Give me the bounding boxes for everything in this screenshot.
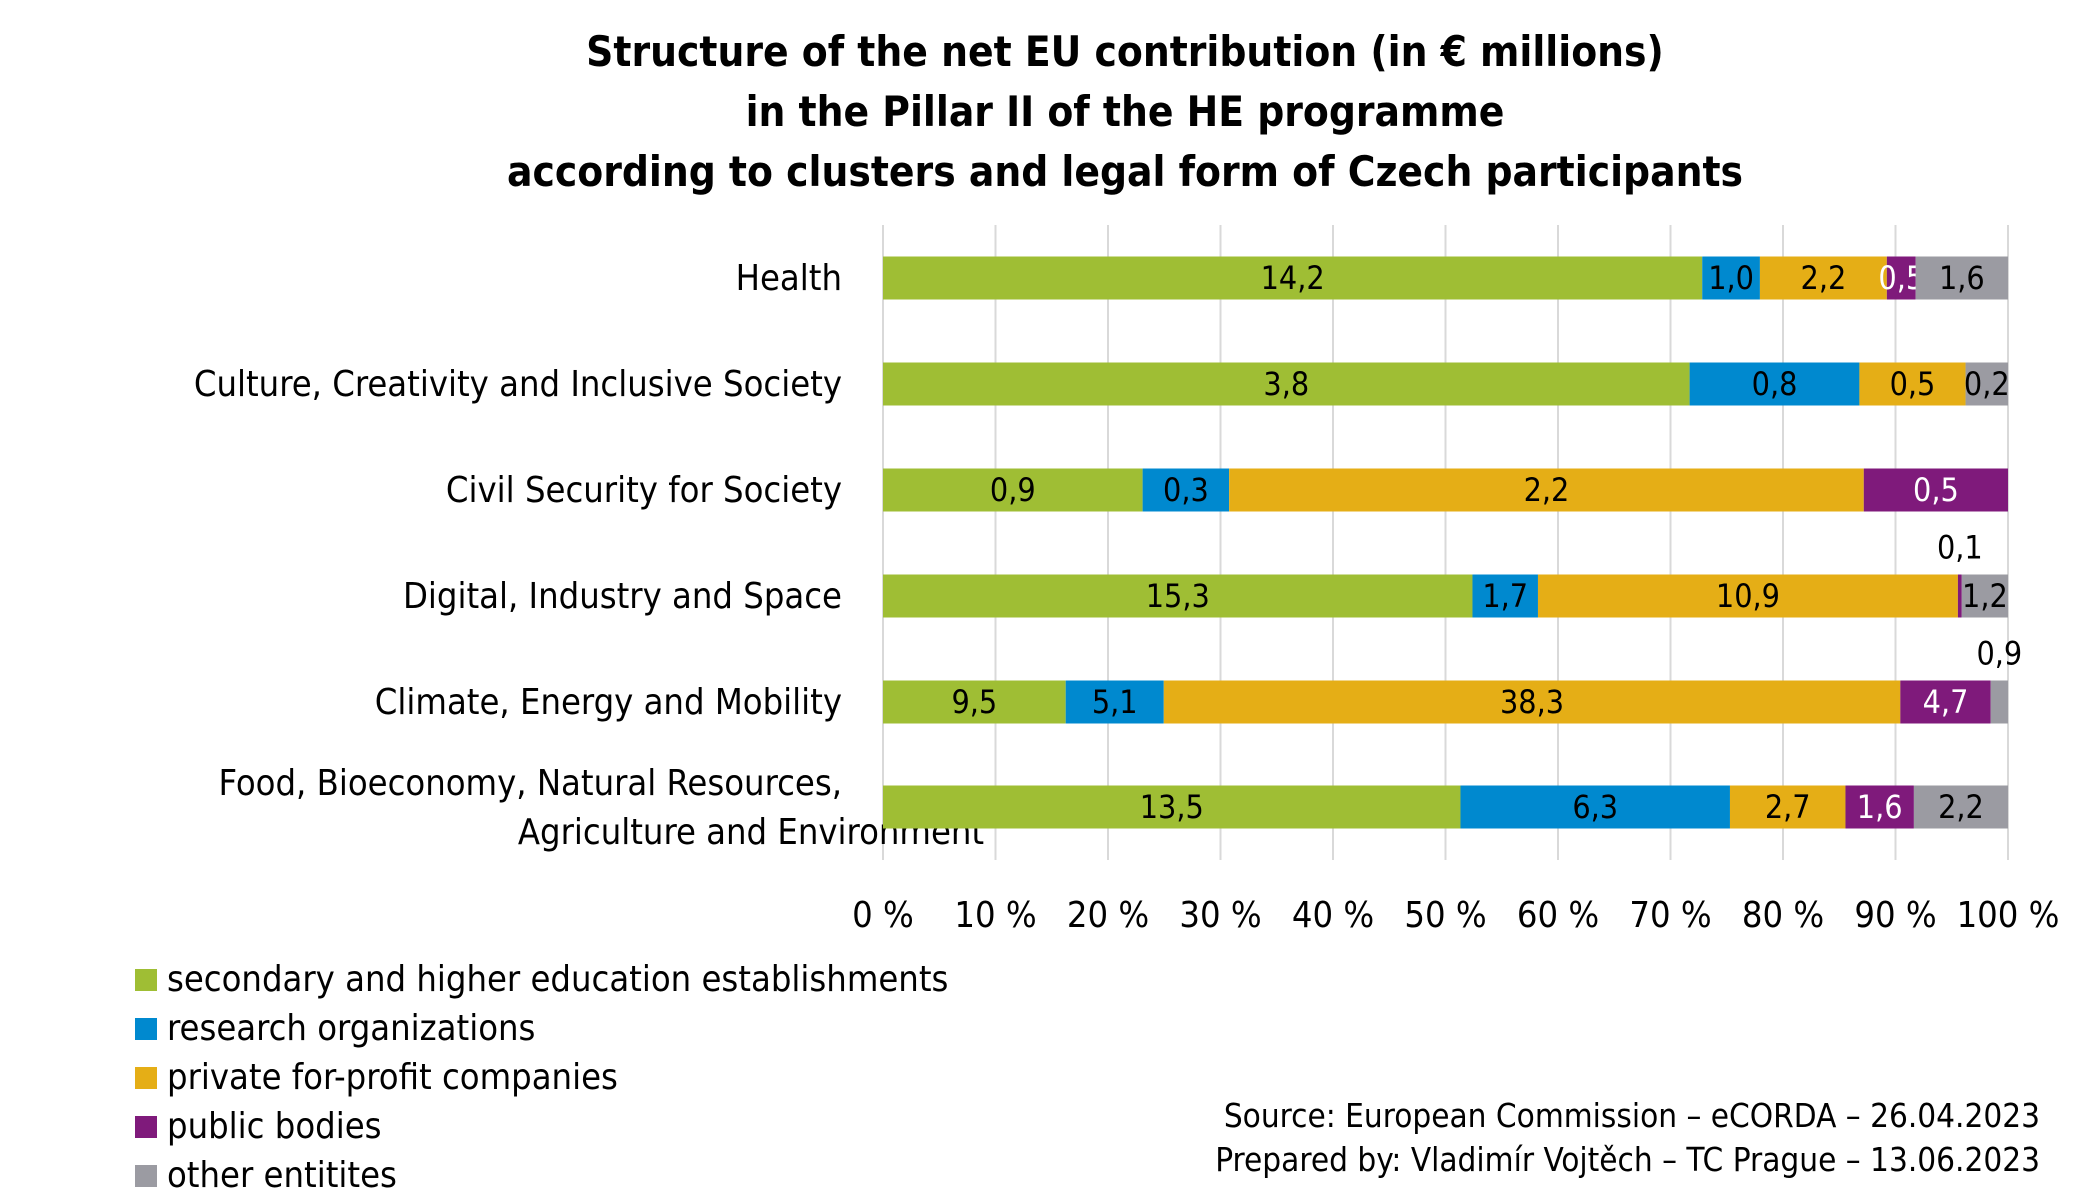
data-label: 4,7 [1923, 683, 1969, 721]
data-label: 0,1 [1937, 529, 1983, 567]
data-label: 0,9 [1976, 635, 2022, 673]
data-label: 9,5 [951, 683, 997, 721]
data-label: 14,2 [1261, 259, 1325, 297]
data-label: 0,9 [990, 471, 1036, 509]
bar-segment [883, 785, 1461, 829]
data-label: 2,7 [1765, 788, 1811, 826]
bar-segment [1729, 785, 1846, 829]
bar-segment [1845, 785, 1914, 829]
legend-item: secondary and higher education establish… [135, 955, 948, 1004]
data-label: 0,5 [1913, 471, 1959, 509]
x-tick-label: 0 % [852, 895, 914, 936]
bar-segment [1065, 680, 1164, 724]
data-label: 0,8 [1752, 365, 1798, 403]
data-label: 0,2 [1964, 365, 2010, 403]
bar-segment [1965, 362, 2008, 406]
bar-segment [1915, 256, 2008, 300]
data-label: 2,2 [1801, 259, 1847, 297]
legend-item: other entitites [135, 1151, 948, 1200]
x-tick-label: 90 % [1854, 895, 1936, 936]
category-label: Climate, Energy and Mobility [375, 682, 842, 723]
data-label: 1,7 [1482, 577, 1528, 615]
legend-swatch [135, 968, 157, 991]
data-label: 38,3 [1500, 683, 1564, 721]
legend-item: research organizations [135, 1004, 948, 1053]
data-label: 10,9 [1716, 577, 1780, 615]
x-tick-label: 20 % [1067, 895, 1149, 936]
data-label: 13,5 [1140, 788, 1204, 826]
legend-label: private for-profit companies [167, 1057, 618, 1098]
bar-segment [883, 468, 1143, 512]
x-tick-label: 40 % [1292, 895, 1374, 936]
bar-segment [1961, 574, 2008, 618]
data-label: 3,8 [1263, 365, 1309, 403]
bar-segment [1759, 256, 1887, 300]
data-label: 5,1 [1092, 683, 1138, 721]
legend-label: public bodies [167, 1106, 382, 1147]
legend-swatch [135, 1066, 157, 1089]
bar-segment [1163, 680, 1901, 724]
data-label: 1,2 [1962, 577, 2008, 615]
chart-title: Structure of the net EU contribution (in… [0, 22, 2084, 202]
x-tick-label: 100 % [1957, 895, 2060, 936]
bar-segment [883, 256, 1703, 300]
bar-segment [1702, 256, 1760, 300]
category-label: Food, Bioeconomy, Natural Resources, [219, 763, 842, 804]
prepared-by-line: Prepared by: Vladimír Vojtěch – TC Pragu… [1215, 1140, 2040, 1179]
bar-segment [1460, 785, 1730, 829]
data-label: 1,6 [1857, 788, 1903, 826]
source-line: Source: European Commission – eCORDA – 2… [1223, 1096, 2040, 1135]
x-tick-label: 50 % [1404, 895, 1486, 936]
data-label: 2,2 [1938, 788, 1984, 826]
bar-segment [883, 362, 1690, 406]
bar-segment [1900, 680, 1991, 724]
legend-swatch [135, 1017, 157, 1040]
title-line-2: in the Pillar II of the HE programme [745, 87, 1505, 136]
category-label: Digital, Industry and Space [403, 576, 842, 617]
x-tick-label: 70 % [1629, 895, 1711, 936]
legend-swatch [135, 1164, 157, 1187]
data-label: 0,5 [1890, 365, 1936, 403]
data-label: 1,0 [1708, 259, 1754, 297]
legend-item: public bodies [135, 1102, 948, 1151]
data-label: 2,2 [1524, 471, 1570, 509]
data-label: 6,3 [1572, 788, 1618, 826]
x-tick-label: 60 % [1517, 895, 1599, 936]
bar-segment [1537, 574, 1958, 618]
x-tick-label: 10 % [954, 895, 1036, 936]
legend-label: secondary and higher education establish… [167, 959, 949, 1000]
bar-segment [1886, 256, 1916, 300]
category-label: Civil Security for Society [446, 470, 842, 511]
bar-segment [1859, 362, 1966, 406]
legend: secondary and higher education establish… [135, 955, 948, 1200]
bar-segment [1990, 680, 2008, 724]
bar-segment [883, 574, 1473, 618]
data-label: 1,6 [1939, 259, 1985, 297]
bar-segment [1229, 468, 1864, 512]
bar-segment [1472, 574, 1538, 618]
bar-segment [1142, 468, 1230, 512]
title-line-1: Structure of the net EU contribution (in… [586, 27, 1664, 76]
category-label: Health [736, 258, 842, 299]
legend-label: other entitites [167, 1155, 397, 1196]
x-tick-label: 80 % [1742, 895, 1824, 936]
x-tick-label: 30 % [1179, 895, 1261, 936]
legend-label: research organizations [167, 1008, 536, 1049]
source-note: Source: European Commission – eCORDA – 2… [1215, 1094, 2040, 1182]
bar-segment [883, 680, 1066, 724]
bar-segment [1863, 468, 2008, 512]
legend-swatch [135, 1115, 157, 1138]
title-line-3: according to clusters and legal form of … [506, 147, 1744, 196]
bar-segment [1689, 362, 1860, 406]
data-label: 0,3 [1163, 471, 1209, 509]
bar-segment [1913, 785, 2008, 829]
bar-segment [1957, 574, 1962, 618]
legend-item: private for-profit companies [135, 1053, 948, 1102]
data-label: 15,3 [1146, 577, 1210, 615]
category-label: Culture, Creativity and Inclusive Societ… [194, 364, 842, 405]
